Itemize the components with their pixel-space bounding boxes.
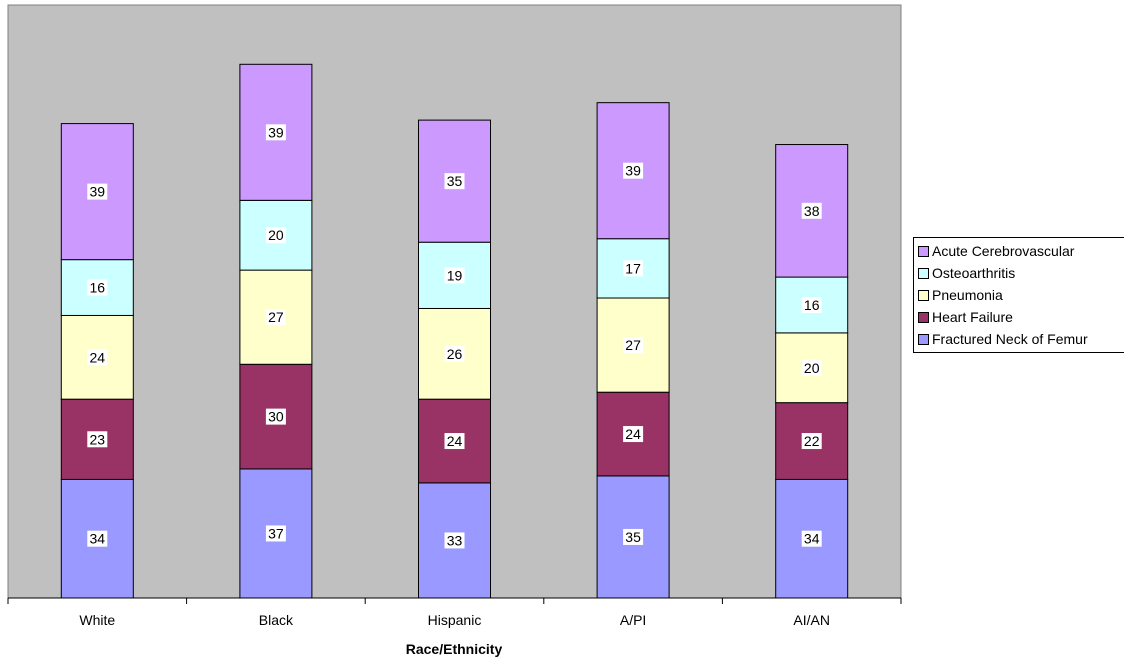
data-label: 39 bbox=[90, 184, 106, 200]
data-label-box bbox=[265, 408, 286, 425]
data-label-box bbox=[87, 183, 108, 200]
legend-swatch bbox=[918, 311, 929, 323]
data-label-box bbox=[444, 267, 465, 284]
data-label-box bbox=[623, 337, 644, 354]
data-label: 22 bbox=[804, 433, 820, 449]
data-label: 37 bbox=[268, 525, 284, 541]
data-label: 34 bbox=[90, 531, 106, 547]
data-label: 19 bbox=[447, 267, 463, 283]
data-label-box bbox=[623, 162, 644, 179]
data-label: 17 bbox=[625, 260, 641, 276]
legend-swatch bbox=[918, 267, 929, 279]
data-label: 30 bbox=[268, 409, 284, 425]
data-label: 35 bbox=[447, 173, 463, 189]
legend-swatch bbox=[918, 245, 929, 257]
data-label: 20 bbox=[804, 360, 820, 376]
legend-label: Fractured Neck of Femur bbox=[932, 331, 1088, 347]
data-label: 35 bbox=[625, 529, 641, 545]
x-tick-label: Black bbox=[259, 612, 294, 628]
legend-label: Acute Cerebrovascular bbox=[932, 243, 1075, 259]
legend-item: Fractured Neck of Femur bbox=[914, 328, 1124, 350]
legend-item: Acute Cerebrovascular bbox=[914, 240, 1124, 262]
data-label-box bbox=[801, 359, 822, 376]
data-label: 27 bbox=[268, 309, 284, 325]
data-label-box bbox=[265, 124, 286, 141]
legend-label: Pneumonia bbox=[932, 287, 1003, 303]
x-tick-label: AI/AN bbox=[793, 612, 830, 628]
data-label: 24 bbox=[447, 433, 463, 449]
legend-item: Osteoarthritis bbox=[914, 262, 1124, 284]
data-label: 24 bbox=[90, 349, 106, 365]
data-label: 26 bbox=[447, 346, 463, 362]
legend-swatch bbox=[918, 289, 929, 301]
data-label-box bbox=[265, 525, 286, 542]
data-label-box bbox=[87, 431, 108, 448]
data-label-box bbox=[87, 279, 108, 296]
data-label: 16 bbox=[90, 280, 106, 296]
x-axis-title: Race/Ethnicity bbox=[406, 641, 503, 657]
x-tick-label: White bbox=[79, 612, 115, 628]
data-label-box bbox=[444, 345, 465, 362]
data-label: 20 bbox=[268, 227, 284, 243]
legend-item: Heart Failure bbox=[914, 306, 1124, 328]
data-label-box bbox=[623, 528, 644, 545]
data-label: 39 bbox=[268, 124, 284, 140]
data-label-box bbox=[623, 426, 644, 443]
data-label-box bbox=[265, 227, 286, 244]
data-label-box bbox=[444, 433, 465, 450]
data-label: 16 bbox=[804, 297, 820, 313]
data-label-box bbox=[444, 173, 465, 190]
data-label-box bbox=[87, 349, 108, 366]
data-label-box bbox=[801, 202, 822, 219]
x-tick-label: A/PI bbox=[620, 612, 646, 628]
data-label: 38 bbox=[804, 203, 820, 219]
data-label: 24 bbox=[625, 426, 641, 442]
data-label: 33 bbox=[447, 532, 463, 548]
data-label: 27 bbox=[625, 337, 641, 353]
legend-swatch bbox=[918, 333, 929, 345]
data-label: 39 bbox=[625, 163, 641, 179]
data-label: 34 bbox=[804, 531, 820, 547]
data-label-box bbox=[801, 296, 822, 313]
data-label-box bbox=[623, 260, 644, 277]
legend-item: Pneumonia bbox=[914, 284, 1124, 306]
data-label-box bbox=[87, 530, 108, 547]
data-label-box bbox=[444, 532, 465, 549]
x-tick-label: Hispanic bbox=[428, 612, 482, 628]
data-label-box bbox=[801, 433, 822, 450]
chart-legend: Acute Cerebrovascular Osteoarthritis Pneum… bbox=[913, 237, 1124, 353]
legend-label: Heart Failure bbox=[932, 309, 1013, 325]
legend-label: Osteoarthritis bbox=[932, 265, 1016, 281]
data-label-box bbox=[265, 309, 286, 326]
data-label-box bbox=[801, 530, 822, 547]
data-label: 23 bbox=[90, 431, 106, 447]
